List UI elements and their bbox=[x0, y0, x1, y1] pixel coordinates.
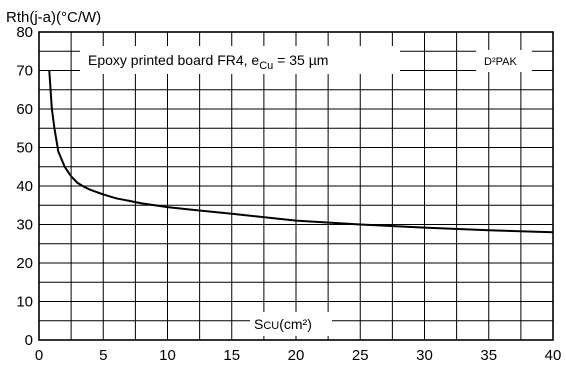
y-tick-label: 0 bbox=[25, 332, 33, 349]
y-tick-label: 50 bbox=[16, 140, 33, 157]
x-tick-label: 0 bbox=[35, 347, 43, 364]
x-tick-label: 35 bbox=[480, 347, 497, 364]
x-axis: 0 5 10 15 20 25 30 35 40 bbox=[35, 347, 562, 364]
package-label-box bbox=[476, 50, 532, 72]
y-tick-label: 40 bbox=[16, 178, 33, 195]
x-tick-label: 15 bbox=[223, 347, 240, 364]
grid bbox=[38, 31, 554, 341]
rth-curve bbox=[48, 70, 554, 234]
y-tick-label: 70 bbox=[16, 63, 33, 80]
y-axis-title: Rth(j-a)(°C/W) bbox=[6, 9, 101, 26]
x-label-sub: CU bbox=[263, 320, 279, 332]
x-tick-label: 40 bbox=[545, 347, 562, 364]
annotation-suffix: = 35 µm bbox=[273, 52, 328, 68]
package-label: D²PAK bbox=[484, 56, 517, 68]
x-tick-label: 20 bbox=[288, 347, 305, 364]
x-tick-label: 25 bbox=[352, 347, 369, 364]
y-tick-label: 10 bbox=[16, 294, 33, 311]
x-label-box bbox=[250, 312, 332, 336]
x-axis-label: SCU(cm²) bbox=[254, 316, 312, 332]
y-axis: 0 10 20 30 40 50 60 70 80 bbox=[16, 24, 33, 349]
annotation-sub: Cu bbox=[259, 60, 273, 72]
annotation-prefix: Epoxy printed board FR4, e bbox=[88, 52, 259, 68]
x-label-main: S bbox=[254, 316, 263, 332]
x-tick-label: 10 bbox=[159, 347, 176, 364]
y-tick-label: 60 bbox=[16, 101, 33, 118]
annotation-box bbox=[80, 46, 400, 74]
annotation-text: Epoxy printed board FR4, eCu = 35 µm bbox=[88, 52, 328, 72]
x-tick-label: 30 bbox=[416, 347, 433, 364]
y-tick-label: 20 bbox=[16, 255, 33, 272]
x-tick-label: 5 bbox=[99, 347, 107, 364]
y-tick-label: 30 bbox=[16, 217, 33, 234]
y-tick-label: 80 bbox=[16, 24, 33, 41]
plot-frame bbox=[38, 31, 554, 341]
x-label-unit: (cm²) bbox=[279, 316, 312, 332]
